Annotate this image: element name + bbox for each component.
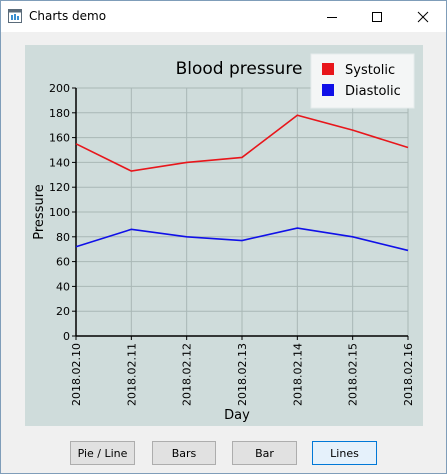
series-line-systolic — [75, 114, 409, 172]
y-tick-label: 80 — [56, 231, 70, 244]
legend-swatch-systolic — [322, 63, 334, 75]
lines-button[interactable]: Lines — [312, 441, 377, 465]
chart-grid — [75, 87, 409, 337]
y-tick-label: 20 — [56, 305, 70, 318]
x-tick-label: 2018.02.14 — [291, 343, 304, 406]
bars-button[interactable]: Bars — [152, 441, 216, 465]
x-tick-label: 2018.02.10 — [70, 343, 83, 406]
tick-labels: 0 20 40 60 80 100 120 140 160 180 200 2018.02.10 201… — [49, 82, 415, 406]
x-tick-label: 2018.02.13 — [236, 343, 249, 406]
x-axis-label: Day — [224, 408, 250, 423]
close-icon — [417, 11, 429, 22]
chart-legend: Systolic Diastolic — [310, 53, 415, 109]
maximize-icon — [372, 11, 382, 22]
app-icon — [8, 9, 22, 23]
x-tick-label: 2018.02.11 — [125, 343, 138, 406]
legend-label-diastolic: Diastolic — [345, 84, 401, 99]
chart-title: Blood pressure — [176, 59, 303, 79]
line-chart: Blood pressure 0 20 40 60 80 100 120 140 160 180 2… — [32, 53, 415, 423]
y-tick-label: 0 — [63, 330, 70, 343]
y-tick-label: 200 — [49, 82, 70, 95]
series-line-diastolic — [75, 227, 409, 252]
y-tick-label: 60 — [56, 256, 70, 269]
legend-swatch-diastolic — [322, 84, 334, 96]
bar-button[interactable]: Bar — [232, 441, 297, 465]
x-tick-label: 2018.02.12 — [181, 343, 194, 406]
x-tick-label: 2018.02.15 — [347, 343, 360, 406]
minimize-button[interactable] — [309, 1, 355, 32]
close-button[interactable] — [400, 1, 446, 32]
chart-panel: Blood pressure 0 20 40 60 80 100 120 140 160 180 2… — [25, 45, 423, 426]
chart-lines — [75, 114, 409, 252]
pie-line-button[interactable]: Pie / Line — [70, 441, 135, 465]
y-tick-label: 140 — [49, 156, 70, 169]
y-tick-label: 180 — [49, 107, 70, 120]
y-tick-label: 160 — [49, 132, 70, 145]
window-title: Charts demo — [29, 9, 107, 23]
title-bar[interactable]: Charts demo — [1, 1, 446, 32]
minimize-icon — [327, 16, 337, 18]
y-tick-label: 120 — [49, 181, 70, 194]
x-tick-label: 2018.02.16 — [402, 343, 415, 406]
legend-label-systolic: Systolic — [345, 63, 395, 78]
chart-axes — [72, 87, 409, 340]
y-tick-label: 40 — [56, 280, 70, 293]
maximize-button[interactable] — [354, 1, 400, 32]
y-axis-label: Pressure — [32, 184, 47, 240]
y-tick-label: 100 — [49, 206, 70, 219]
